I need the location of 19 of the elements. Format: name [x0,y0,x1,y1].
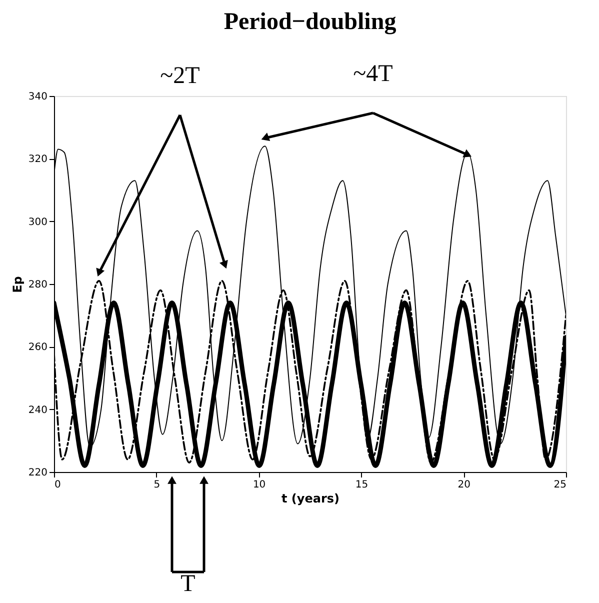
x-tick-label: 20 [458,480,470,490]
x-tick-label: 15 [355,480,368,490]
annotation: ~4T [353,61,394,87]
x-axis-title: t (years) [281,492,340,506]
y-axis-title: Ep [10,276,24,293]
y-tick-label: 260 [28,342,48,354]
y-tick-label: 220 [28,468,48,478]
y-tick-label: 340 [28,92,48,102]
text: T [180,571,196,597]
y-tick-label: 280 [28,280,48,290]
x-tick-label: 5 [154,480,160,490]
y-tick-label: 240 [28,404,48,416]
annotation: ~2T [160,63,200,89]
y-tick-label: 320 [28,154,48,166]
y-tick-label: 300 [28,216,48,228]
x-tick-label: 25 [554,480,566,490]
x-tick-label: 0 [54,480,61,490]
chart-title: Period−doubling [224,9,396,35]
x-tick-label: 10 [252,480,266,490]
